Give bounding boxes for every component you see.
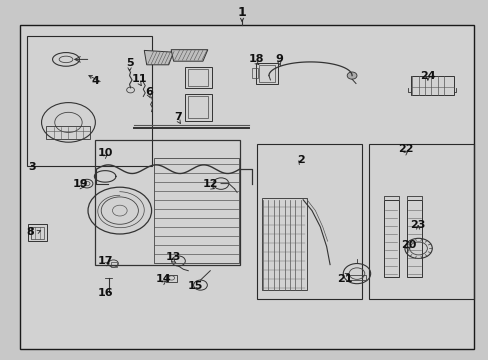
Text: 15: 15 [187, 281, 203, 291]
Bar [154, 158, 238, 263]
Text: 8: 8 [26, 227, 34, 237]
Text: 23: 23 [409, 220, 425, 230]
Bar [110, 262, 117, 267]
Bar [166, 275, 177, 282]
Bar [184, 94, 211, 121]
Bar [28, 224, 47, 241]
Text: 24: 24 [419, 71, 435, 81]
Text: 21: 21 [336, 274, 352, 284]
Bar [259, 65, 275, 82]
Text: 17: 17 [97, 256, 113, 266]
Bar [188, 96, 207, 118]
Bar [256, 63, 278, 84]
Text: 18: 18 [248, 54, 264, 64]
Bar [410, 76, 453, 95]
Bar [252, 68, 258, 78]
Text: 11: 11 [131, 74, 147, 84]
Text: 10: 10 [97, 148, 113, 158]
Text: 14: 14 [156, 274, 171, 284]
Text: 13: 13 [165, 252, 181, 262]
Text: 20: 20 [400, 240, 415, 250]
Bar [31, 227, 43, 239]
Text: 16: 16 [97, 288, 113, 298]
Text: 3: 3 [28, 162, 36, 172]
Text: 12: 12 [202, 179, 218, 189]
Bar [261, 198, 306, 290]
Text: 7: 7 [174, 112, 182, 122]
Text: 5: 5 [125, 58, 133, 68]
Bar [95, 140, 239, 265]
Bar [383, 200, 398, 277]
Bar [348, 275, 365, 280]
Bar [407, 200, 421, 277]
Text: 4: 4 [91, 76, 99, 86]
Polygon shape [144, 50, 173, 65]
Polygon shape [171, 50, 207, 61]
Bar [256, 144, 361, 299]
Circle shape [346, 72, 356, 79]
Bar [188, 69, 207, 86]
Text: 19: 19 [73, 179, 88, 189]
Text: 9: 9 [275, 54, 283, 64]
Bar [184, 67, 211, 88]
Bar [46, 126, 90, 139]
Text: 6: 6 [145, 87, 153, 97]
Text: 2: 2 [296, 155, 304, 165]
Text: 1: 1 [237, 6, 246, 19]
Bar [368, 144, 473, 299]
Text: 22: 22 [397, 144, 413, 154]
Bar [27, 36, 151, 166]
